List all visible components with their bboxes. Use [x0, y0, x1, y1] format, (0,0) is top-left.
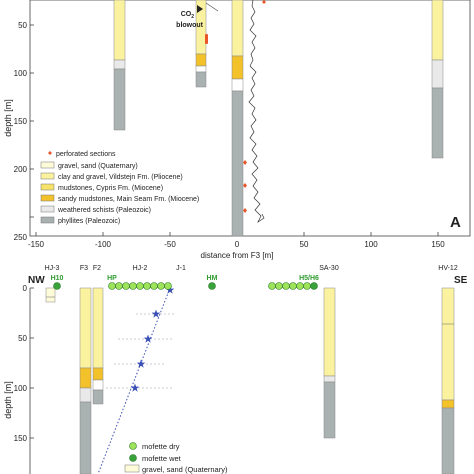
co2-label: CO — [181, 11, 192, 18]
well-label-hv12: HV-12 — [438, 265, 458, 272]
legend-gravel-bottom-label: gravel, sand (Quaternary) — [142, 465, 228, 474]
legend-perforated-symbol — [48, 151, 52, 155]
legend-gravel-label: gravel, sand (Quaternary) — [58, 163, 138, 170]
borehole-f2 — [195, 0, 219, 88]
legend-phyllite-swatch — [40, 216, 55, 224]
borehole-sa30 — [323, 287, 336, 439]
legend-phyllite-label: phyllites (Paleozoic) — [58, 218, 120, 225]
borehole-f2-bottom — [92, 287, 104, 405]
mofette-label-hm: HM — [207, 275, 218, 282]
top-ytick-100: 100 — [14, 69, 28, 78]
legend-gravel-bottom-swatch — [124, 464, 140, 473]
borehole-hj3 — [45, 287, 56, 303]
legend-gravel-swatch — [40, 161, 55, 169]
bottom-y-axis-label: depth [m] — [3, 381, 13, 419]
legend-mofette-dry-label: mofette dry — [142, 442, 180, 451]
borehole-hv12 — [441, 287, 455, 474]
well-label-hj2: HJ-2 — [133, 265, 148, 272]
nw-label: NW — [28, 275, 45, 286]
top-panel: 50 100 150 200 250 depth [m] -150 -100 -… — [3, 0, 471, 260]
se-label: SE — [454, 275, 468, 286]
legend-sandy-swatch — [40, 194, 55, 202]
well-label-sa30: SA-30 — [319, 265, 339, 272]
top-legend: perforated sections gravel, sand (Quater… — [40, 151, 199, 225]
bottom-ytick-50: 50 — [18, 334, 27, 343]
legend-mudstone-label: mudstones, Cypris Fm. (Miocene) — [58, 185, 163, 192]
bottom-ytick-0: 0 — [23, 284, 28, 293]
star-icon — [130, 383, 140, 392]
legend-mofette-wet-label: mofette wet — [142, 454, 182, 463]
top-ytick-50: 50 — [18, 21, 27, 30]
top-xtick-150: 150 — [431, 240, 445, 249]
legend-clay-label: clay and gravel, Vildstejn Fm. (Pliocene… — [58, 174, 183, 181]
mofette-label-h5h6: H5/H6 — [299, 275, 319, 282]
top-x-axis-label: distance from F3 [m] — [201, 251, 274, 260]
blowout-label: blowout — [176, 22, 203, 29]
co2-blowout-annotation: CO2 blowout — [176, 5, 204, 29]
legend-mofette-dry-symbol — [129, 442, 137, 450]
star-icon — [165, 285, 175, 294]
top-xtick-0: 0 — [235, 240, 240, 249]
legend-weathered-swatch — [40, 205, 55, 213]
well-label-f2: F2 — [93, 265, 101, 272]
mofette-label-hp: HP — [107, 275, 117, 282]
legend-weathered-label: weathered schists (Paleozoic) — [57, 207, 151, 214]
bottom-ytick-100: 100 — [14, 384, 28, 393]
co2-subscript: 2 — [191, 14, 194, 20]
borehole-left — [113, 0, 126, 131]
well-label-hj3: HJ-3 — [45, 265, 60, 272]
borehole-f3-bottom — [79, 287, 92, 474]
top-ytick-150: 150 — [14, 117, 28, 126]
legend-perforated-label: perforated sections — [56, 151, 116, 158]
top-xtick-50: 50 — [300, 240, 309, 249]
mofette-circles — [53, 282, 318, 290]
bottom-ytick-150: 150 — [14, 434, 28, 443]
top-ytick-200: 200 — [14, 165, 28, 174]
legend-clay-swatch — [40, 172, 55, 180]
arrow-right-icon — [197, 5, 203, 13]
top-xtick-neg100: -100 — [95, 240, 112, 249]
bottom-panel: NW SE HJ-3 F3 F2 HJ-2 J-1 SA-30 HV-12 H1… — [3, 265, 468, 474]
mofette-label-h10: H10 — [51, 275, 64, 282]
legend-mofette-wet-symbol — [129, 454, 137, 462]
star-icon — [151, 309, 161, 318]
legend-mudstone-swatch — [40, 183, 55, 191]
borehole-right — [431, 0, 444, 159]
well-log-trace — [248, 0, 265, 224]
top-ytick-250: 250 — [14, 233, 28, 242]
star-icon — [143, 334, 153, 343]
well-label-j1: J-1 — [176, 265, 186, 272]
perforation-markers — [205, 0, 266, 213]
star-icon — [136, 359, 146, 368]
legend-sandy-label: sandy mudstones, Main Seam Fm. (Miocene) — [58, 196, 199, 203]
top-xtick-neg150: -150 — [28, 240, 45, 249]
top-xtick-neg50: -50 — [164, 240, 176, 249]
panel-label-a: A — [450, 214, 461, 231]
top-y-axis-label: depth [m] — [3, 99, 13, 137]
error-bars — [106, 313, 176, 389]
bottom-legend: mofette dry mofette wet gravel, sand (Qu… — [124, 442, 228, 474]
star-markers — [130, 285, 175, 392]
top-xtick-100: 100 — [364, 240, 378, 249]
svg-text:CO2: CO2 — [181, 11, 195, 20]
well-label-f3: F3 — [80, 265, 88, 272]
borehole-f3 — [231, 0, 244, 237]
